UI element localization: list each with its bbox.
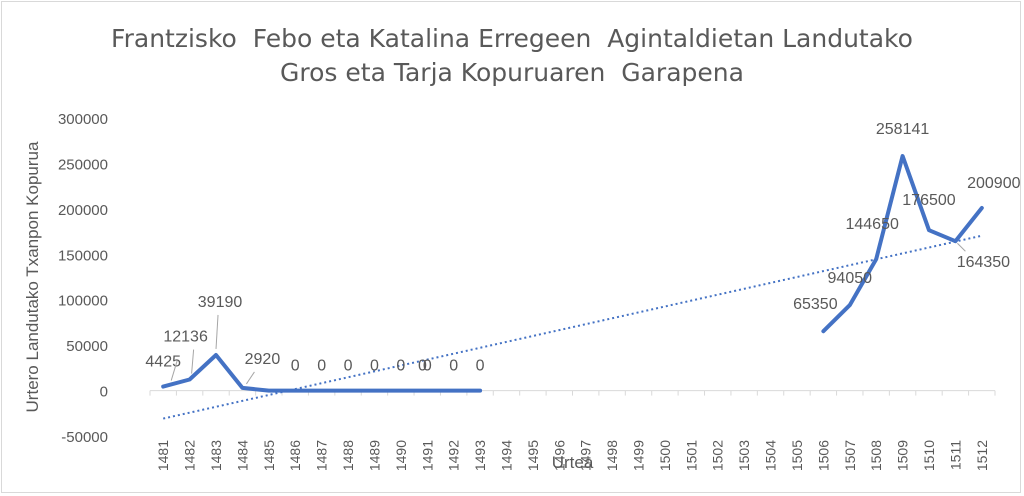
y-tick-label: 0 [100, 384, 108, 401]
x-tick-label: 1503 [736, 440, 752, 471]
data-label: 0 [317, 358, 326, 375]
x-tick-label: 1501 [683, 440, 699, 471]
x-tick-label: 1507 [842, 440, 858, 471]
x-tick-label: 1512 [974, 440, 990, 471]
data-label: 4425 [145, 354, 181, 371]
data-label: 0 [344, 358, 353, 375]
x-tick-label: 1502 [710, 440, 726, 471]
data-label: 0 [449, 358, 458, 375]
data-label: 0 [396, 358, 405, 375]
series-group [161, 154, 984, 393]
x-tick-label: 1511 [947, 440, 963, 470]
x-axis-ticks: 1481 1482 1483 1484 1485 1486 1487 1488 1489 1490… [149, 390, 996, 471]
data-label: 65350 [793, 296, 838, 313]
leader-line [246, 371, 255, 385]
data-label: 94050 [828, 270, 873, 287]
y-tick-label: 250000 [58, 156, 108, 173]
x-tick-label: 1486 [287, 440, 303, 471]
data-label: 12136 [163, 329, 208, 346]
y-axis-label: Urtero Landutako Txanpon Kopurua [23, 141, 42, 412]
x-tick-label: 1510 [921, 440, 937, 471]
data-label: 0 [423, 358, 432, 375]
data-label: 0 [291, 358, 300, 375]
x-tick-label: 1491 [419, 440, 435, 471]
x-tick-label: 1482 [182, 440, 198, 471]
x-axis-label: Urtea [552, 453, 594, 472]
y-tick-label: -50000 [61, 429, 108, 446]
x-tick-label: 1506 [815, 440, 831, 471]
x-tick-label: 1492 [446, 440, 462, 471]
data-label: 2920 [245, 351, 281, 368]
y-tick-label: 200000 [58, 202, 108, 219]
y-axis-ticks: -50000 0 50000 100000 150000 200000 250000 3000… [58, 111, 108, 446]
data-label: 144650 [845, 216, 898, 233]
data-label: 164350 [957, 254, 1010, 271]
x-tick-label: 1499 [631, 440, 647, 471]
data-label: 176500 [902, 192, 955, 209]
chart-title: Frantzisko Febo eta Katalina Erregeen Ag… [0, 22, 1024, 90]
data-label: 0 [370, 358, 379, 375]
data-label: 258141 [876, 121, 929, 138]
y-tick-label: 100000 [58, 293, 108, 310]
x-tick-label: 1484 [234, 440, 250, 471]
x-tick-label: 1490 [393, 440, 409, 471]
y-tick-label: 150000 [58, 247, 108, 264]
x-tick-label: 1481 [155, 440, 171, 471]
x-tick-label: 1497 [578, 440, 594, 471]
x-tick-label: 1493 [472, 440, 488, 471]
data-label: 200900 [967, 175, 1020, 192]
chart-title-line-1: Frantzisko Febo eta Katalina Erregeen Ag… [111, 24, 913, 53]
data-label: 0 [418, 358, 427, 375]
leader-line [215, 314, 219, 349]
x-tick-label: 1500 [657, 440, 673, 471]
chart-title-line-2: Gros eta Tarja Kopuruaren Garapena [280, 58, 744, 87]
x-tick-label: 1509 [895, 440, 911, 471]
data-label: 0 [476, 358, 485, 375]
x-tick-label: 1483 [208, 440, 224, 471]
y-tick-label: 300000 [58, 111, 108, 128]
x-tick-label: 1488 [340, 440, 356, 471]
x-tick-label: 1494 [498, 440, 514, 471]
x-tick-label: 1504 [763, 440, 779, 471]
x-tick-label: 1508 [868, 440, 884, 471]
x-tick-label: 1487 [314, 440, 330, 471]
leader-line [957, 242, 966, 252]
y-tick-label: 50000 [66, 338, 108, 355]
x-tick-label: 1505 [789, 440, 805, 471]
x-tick-label: 1489 [366, 440, 382, 471]
x-tick-label: 1485 [261, 440, 277, 471]
leader-line [191, 349, 195, 374]
x-tick-label: 1496 [551, 440, 567, 471]
leader-line [170, 360, 178, 381]
data-label: 39190 [198, 294, 243, 311]
x-tick-label: 1495 [525, 440, 541, 471]
x-tick-label: 1498 [604, 440, 620, 471]
